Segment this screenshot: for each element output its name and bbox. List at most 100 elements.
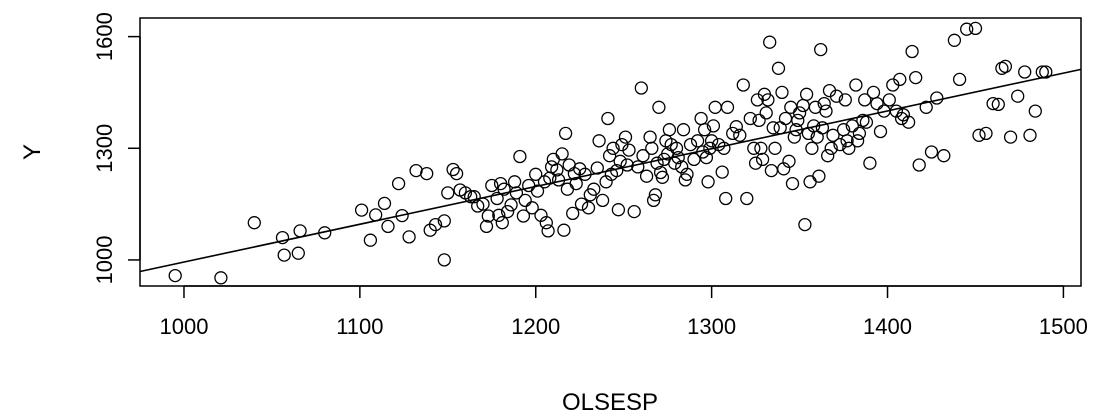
data-point [539,216,553,230]
data-point [529,167,543,181]
data-point [796,98,810,113]
data-point [729,120,743,134]
y-tick-label: 1300 [92,124,117,173]
data-point [636,149,650,163]
data-point [764,163,779,178]
data-point [819,104,833,118]
data-point [755,152,770,167]
data-point [743,111,757,126]
data-point [587,182,601,196]
data-point [838,93,852,107]
data-point [550,163,564,177]
data-point [998,59,1013,74]
data-point [840,134,854,148]
data-point [768,141,782,155]
x-tick-label: 1400 [863,314,912,339]
data-point [648,188,663,202]
data-point [775,85,789,100]
data-point [766,121,780,135]
data-point [497,182,511,196]
data-point [952,72,967,87]
y-axis: 1000 1300 1600 [92,12,141,284]
data-point [924,145,939,159]
data-point [986,96,1000,111]
data-point [873,124,888,139]
data-point [893,72,907,87]
data-point [611,203,626,217]
data-point [369,208,383,222]
data-point [655,170,670,184]
data-point [420,166,434,181]
data-point [736,78,750,92]
data-point [354,203,369,217]
data-point [947,33,962,47]
data-point [509,186,524,200]
data-point [500,204,515,219]
data-point [824,141,838,155]
data-point [214,271,228,285]
data-point [708,100,722,114]
x-tick-label: 1200 [511,314,560,339]
data-point [557,223,571,237]
data-point [850,134,865,148]
data-point [449,166,464,181]
data-point [1003,130,1018,144]
data-point [606,141,620,155]
data-point [704,134,719,148]
data-point [773,121,787,135]
data-point [247,216,261,230]
data-point [697,123,712,137]
data-point [842,141,856,155]
data-point [960,22,974,36]
data-point [882,93,896,107]
data-point [1039,65,1053,79]
data-point [870,96,884,111]
x-tick-label: 1500 [1039,314,1088,339]
data-point [829,89,844,103]
data-point [717,141,731,155]
data-point [618,130,633,144]
data-point [771,61,786,75]
data-point [518,193,532,208]
data-point [525,201,539,215]
data-point [581,201,596,215]
data-point [574,197,589,211]
data-point [595,193,610,208]
data-point [782,154,796,168]
data-point [747,141,761,155]
data-point [763,35,777,49]
data-point [919,100,933,114]
data-point [694,111,708,126]
data-point [669,141,684,155]
data-point [740,191,754,206]
data-point [778,111,793,126]
data-point [441,186,455,200]
data-point [291,246,305,260]
data-point [481,209,495,223]
data-point [815,121,830,135]
data-point [1023,128,1037,142]
data-point [437,253,451,267]
data-point [690,134,705,148]
data-point [293,224,307,238]
data-point [754,141,768,155]
x-tick-label: 1000 [159,314,208,339]
data-point [719,191,733,206]
data-point [706,119,721,133]
data-point [560,182,575,196]
data-point [467,190,481,204]
data-point [479,219,494,234]
data-point [464,190,478,204]
x-axis: 1000 1100 1200 1300 1400 1500 [159,285,1088,339]
data-point [516,209,531,223]
data-point [678,173,692,187]
data-point [275,230,290,245]
data-point [446,162,460,177]
data-point [759,106,773,120]
data-point [792,106,807,120]
data-point [646,193,661,208]
data-point [798,217,812,232]
data-point [866,85,881,100]
data-point [833,137,847,152]
